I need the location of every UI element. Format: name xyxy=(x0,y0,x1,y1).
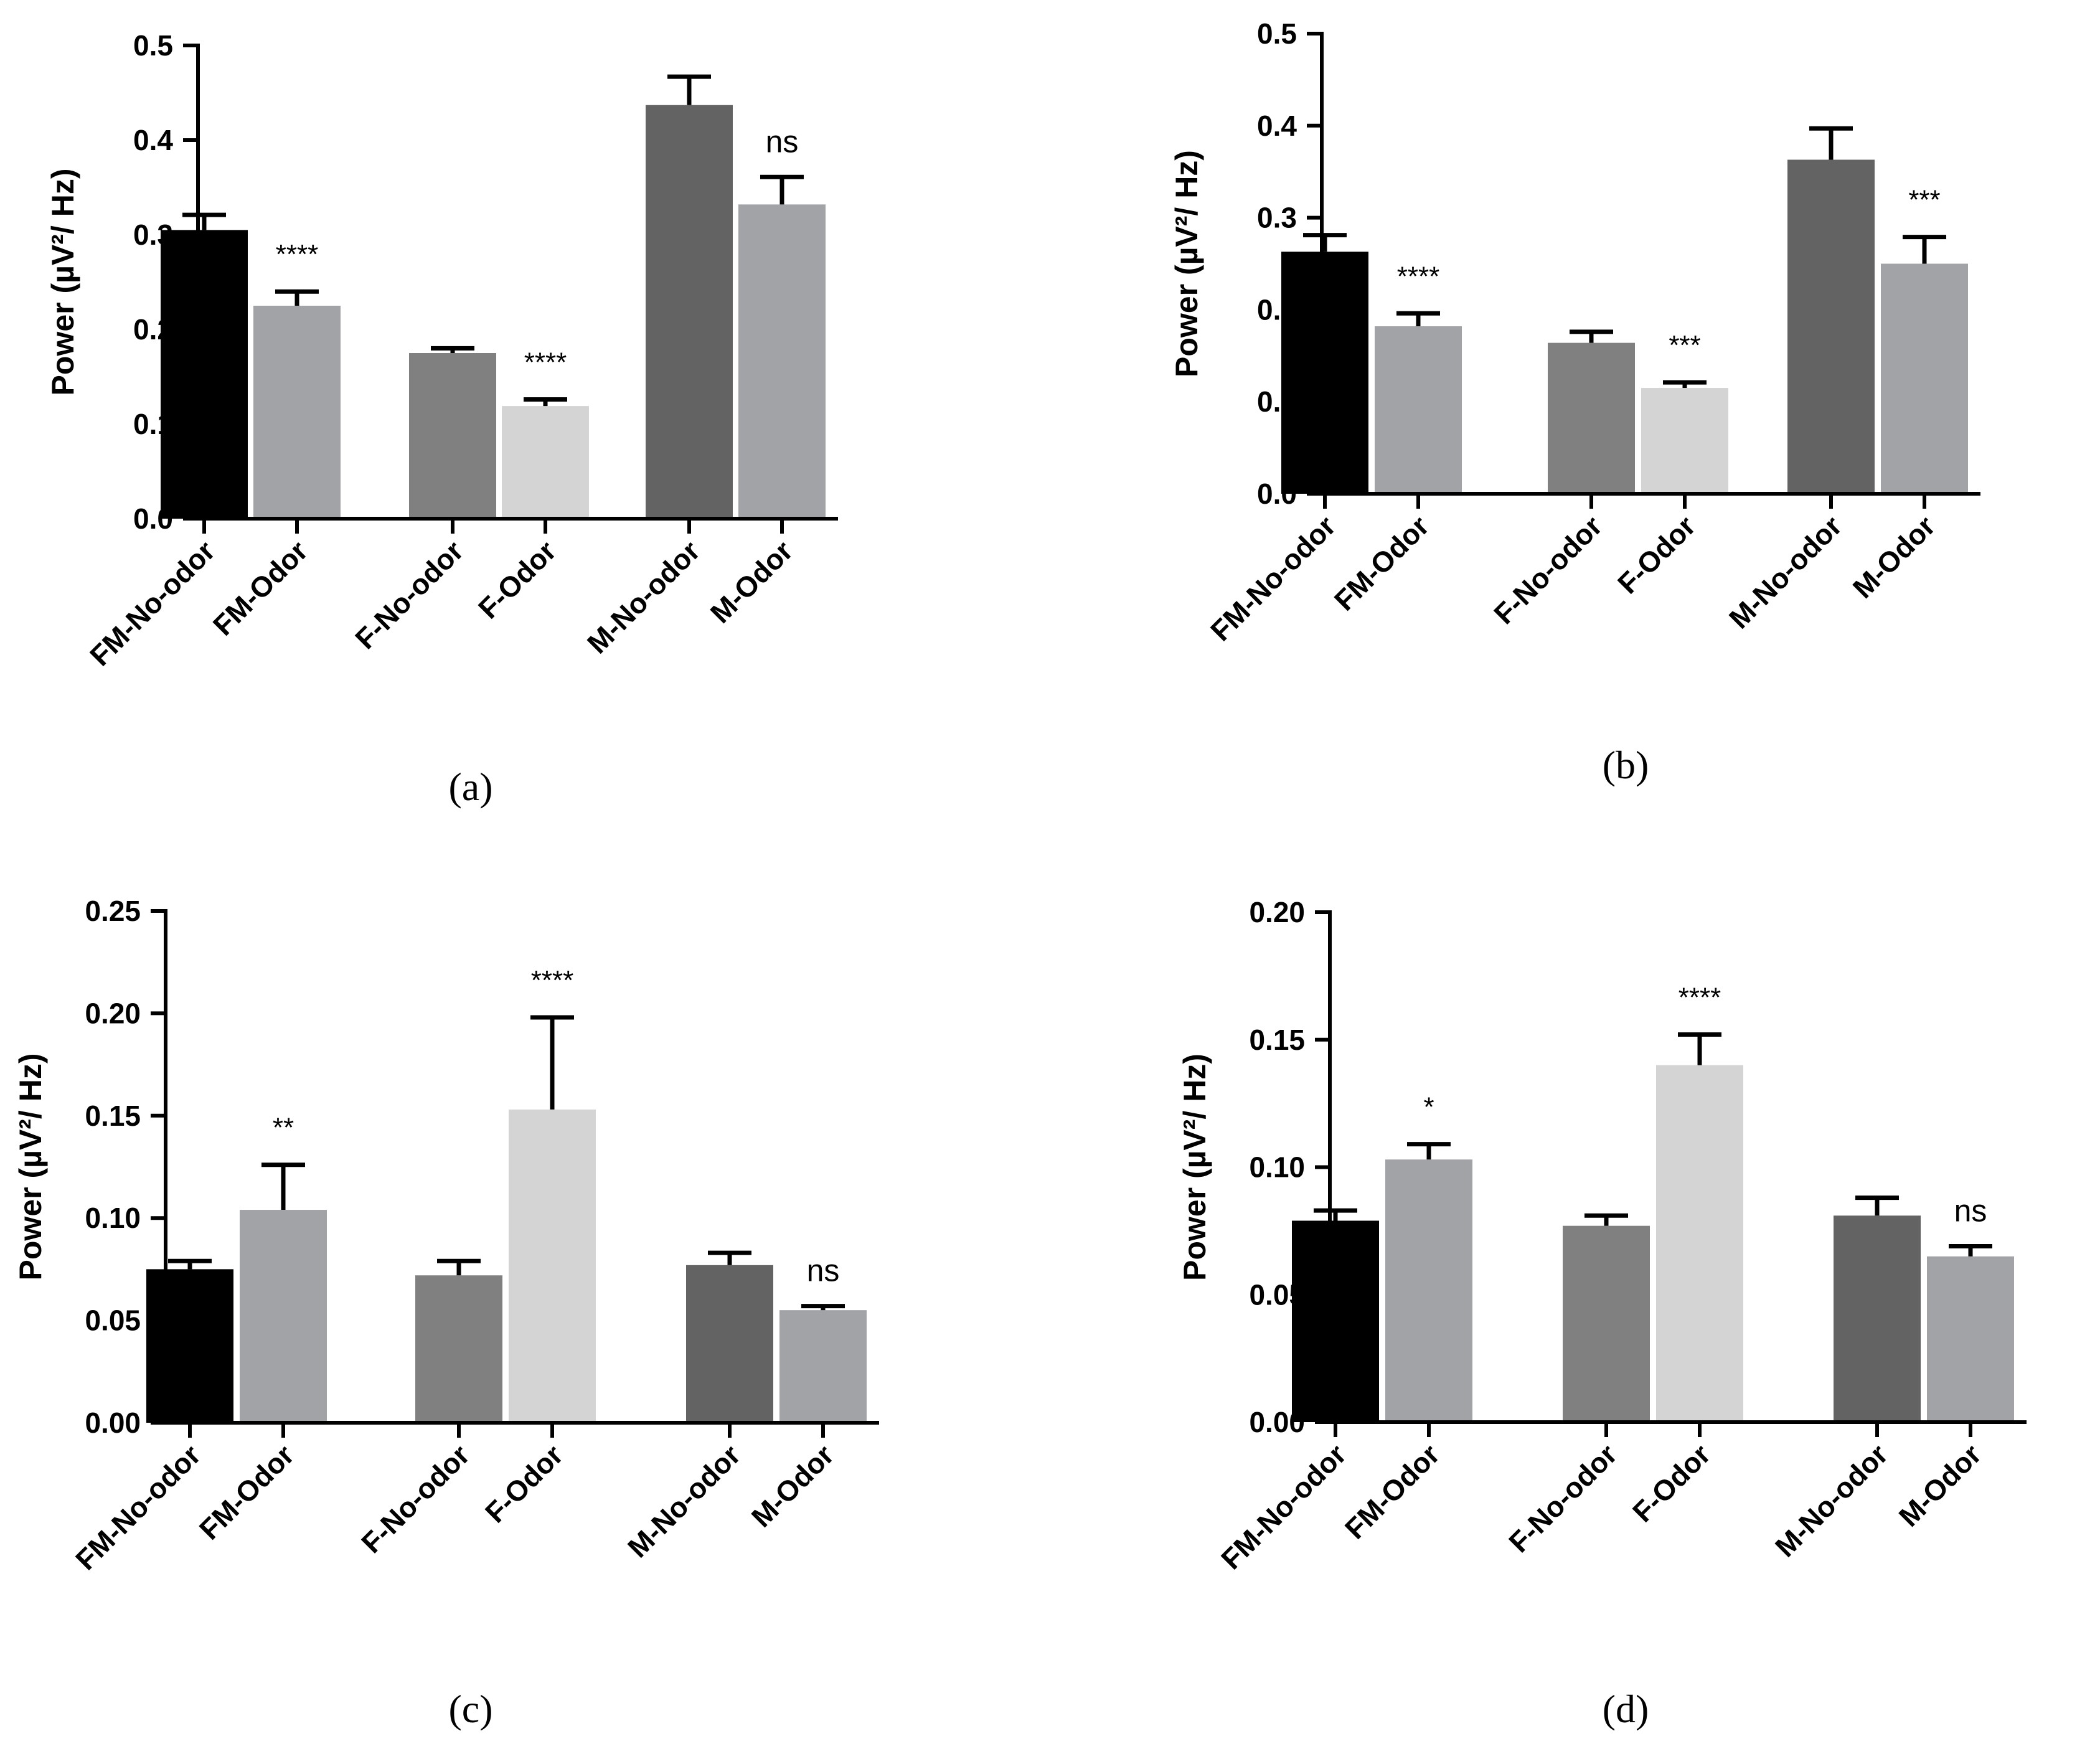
bar-fm-odor xyxy=(1385,1159,1472,1422)
bar-m-no-odor xyxy=(686,1265,773,1423)
y-tick-label: 0.1 xyxy=(133,408,173,440)
bar-f-no-odor xyxy=(1563,1225,1650,1422)
bar-fm-no-odor xyxy=(161,230,248,519)
y-axis-label: Power (µV²/ Hz) xyxy=(13,1054,48,1281)
bar-m-no-odor xyxy=(646,105,733,519)
bar-f-no-odor xyxy=(1548,342,1635,494)
y-tick-label: 0.2 xyxy=(1257,293,1297,326)
bar-m-no-odor xyxy=(1787,159,1875,494)
y-tick-label: 0.05 xyxy=(85,1304,141,1337)
significance-label: **** xyxy=(1397,261,1440,291)
y-tick-label: 0.20 xyxy=(85,997,141,1029)
bar-fm-odor xyxy=(253,306,341,519)
y-tick-label: 0.10 xyxy=(85,1202,141,1234)
significance-label: ns xyxy=(807,1253,840,1288)
bar-fm-no-odor xyxy=(1281,252,1368,494)
y-tick-label: 0.25 xyxy=(85,895,141,927)
significance-label: ** xyxy=(273,1113,294,1143)
bar-m-odor xyxy=(1881,263,1968,494)
y-tick-label: 0.00 xyxy=(1249,1406,1305,1438)
significance-label: **** xyxy=(531,965,574,996)
y-tick-label: 0.1 xyxy=(1257,385,1297,418)
y-tick-label: 0.15 xyxy=(85,1100,141,1132)
y-tick-label: 0.10 xyxy=(1249,1151,1305,1184)
panel-label: (c) xyxy=(448,1687,492,1731)
panel-label: (a) xyxy=(448,765,492,809)
panel-label: (d) xyxy=(1603,1687,1649,1731)
panel-label: (b) xyxy=(1603,743,1649,787)
y-tick-label: 0.3 xyxy=(1257,202,1297,234)
y-tick-label: 0.20 xyxy=(1249,896,1305,928)
bar-fm-no-odor xyxy=(146,1269,233,1423)
bar-fm-odor xyxy=(1375,326,1462,494)
bar-f-odor xyxy=(502,406,589,519)
significance-label: * xyxy=(1423,1092,1434,1123)
y-tick-label: 0.00 xyxy=(85,1407,141,1439)
significance-label: **** xyxy=(1679,983,1721,1013)
bar-f-odor xyxy=(509,1109,596,1423)
bar-m-no-odor xyxy=(1834,1215,1921,1422)
significance-label: *** xyxy=(1669,330,1700,361)
y-tick-label: 0.15 xyxy=(1249,1024,1305,1056)
y-axis-label: Power (µV²/ Hz) xyxy=(1169,150,1204,377)
significance-label: ns xyxy=(766,124,799,159)
y-axis-label: Power (µV²/ Hz) xyxy=(1177,1054,1212,1281)
y-tick-label: 0.05 xyxy=(1249,1278,1305,1311)
significance-label: ns xyxy=(1954,1193,1987,1228)
y-tick-label: 0.4 xyxy=(1257,110,1297,142)
y-tick-label: 0.5 xyxy=(133,29,173,62)
y-tick-label: 0.0 xyxy=(133,502,173,535)
bar-f-no-odor xyxy=(415,1275,502,1423)
y-tick-label: 0.2 xyxy=(133,313,173,346)
y-tick-label: 0.0 xyxy=(1257,478,1297,510)
bar-fm-no-odor xyxy=(1292,1220,1379,1422)
bar-f-odor xyxy=(1656,1065,1743,1422)
bar-m-odor xyxy=(738,204,826,519)
bar-f-odor xyxy=(1641,388,1728,494)
y-tick-label: 0.5 xyxy=(1257,17,1297,50)
y-tick-label: 0.3 xyxy=(133,219,173,251)
y-axis-label: Power (µV²/ Hz) xyxy=(45,169,80,396)
significance-label: *** xyxy=(1908,185,1940,215)
significance-label: **** xyxy=(276,239,319,270)
bar-fm-odor xyxy=(240,1210,327,1423)
bar-m-odor xyxy=(1927,1256,2014,1422)
y-tick-label: 0.4 xyxy=(133,124,173,156)
significance-label: **** xyxy=(524,347,567,377)
bar-m-odor xyxy=(779,1310,867,1423)
bar-f-no-odor xyxy=(409,353,496,519)
